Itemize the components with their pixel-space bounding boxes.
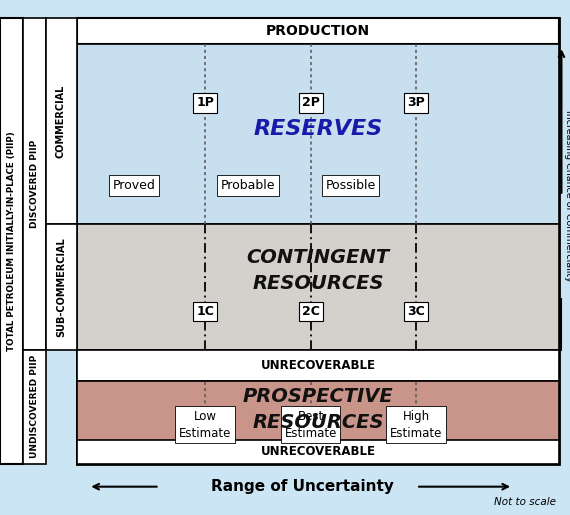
Text: SUB-COMMERCIAL: SUB-COMMERCIAL (56, 237, 66, 337)
Text: 1P: 1P (196, 96, 214, 110)
Text: Increasing Chance of Commerciality: Increasing Chance of Commerciality (564, 110, 570, 282)
Text: Best
Estimate: Best Estimate (284, 410, 337, 440)
Bar (23, 350, 46, 464)
Text: COMMERCIAL: COMMERCIAL (56, 84, 66, 158)
Bar (77, 18, 559, 44)
Text: DISCOVERED PIIP: DISCOVERED PIIP (30, 140, 39, 229)
Text: UNRECOVERABLE: UNRECOVERABLE (260, 359, 376, 372)
Text: Proved: Proved (112, 179, 156, 192)
Bar (0, 18, 23, 464)
Text: PROSPECTIVE
RESOURCES: PROSPECTIVE RESOURCES (243, 387, 393, 432)
Bar (77, 18, 559, 464)
Text: Probable: Probable (221, 179, 275, 192)
Text: 2P: 2P (302, 96, 320, 110)
Text: CONTINGENT
RESOURCES: CONTINGENT RESOURCES (246, 248, 390, 293)
Text: 3P: 3P (407, 96, 425, 110)
Text: 1C: 1C (196, 305, 214, 318)
Text: Not to scale: Not to scale (494, 497, 556, 507)
Bar (77, 224, 559, 350)
Text: RESERVES: RESERVES (254, 119, 382, 139)
Bar (46, 224, 77, 350)
Bar (77, 381, 559, 464)
Bar (77, 44, 559, 224)
Bar (77, 440, 559, 464)
Bar (46, 18, 77, 224)
Text: PRODUCTION: PRODUCTION (266, 24, 370, 38)
Bar (77, 350, 559, 381)
Text: UNRECOVERABLE: UNRECOVERABLE (260, 445, 376, 458)
Text: TOTAL PETROLEUM INITIALLY-IN-PLACE (PIIP): TOTAL PETROLEUM INITIALLY-IN-PLACE (PIIP… (7, 131, 16, 351)
Text: Possible: Possible (325, 179, 376, 192)
Text: UNDISCOVERED PIIP: UNDISCOVERED PIIP (30, 355, 39, 458)
Text: High
Estimate: High Estimate (390, 410, 442, 440)
Text: 2C: 2C (302, 305, 320, 318)
Text: Low
Estimate: Low Estimate (179, 410, 231, 440)
Bar (23, 18, 46, 350)
Text: Range of Uncertainty: Range of Uncertainty (211, 479, 393, 494)
Text: 3C: 3C (407, 305, 425, 318)
